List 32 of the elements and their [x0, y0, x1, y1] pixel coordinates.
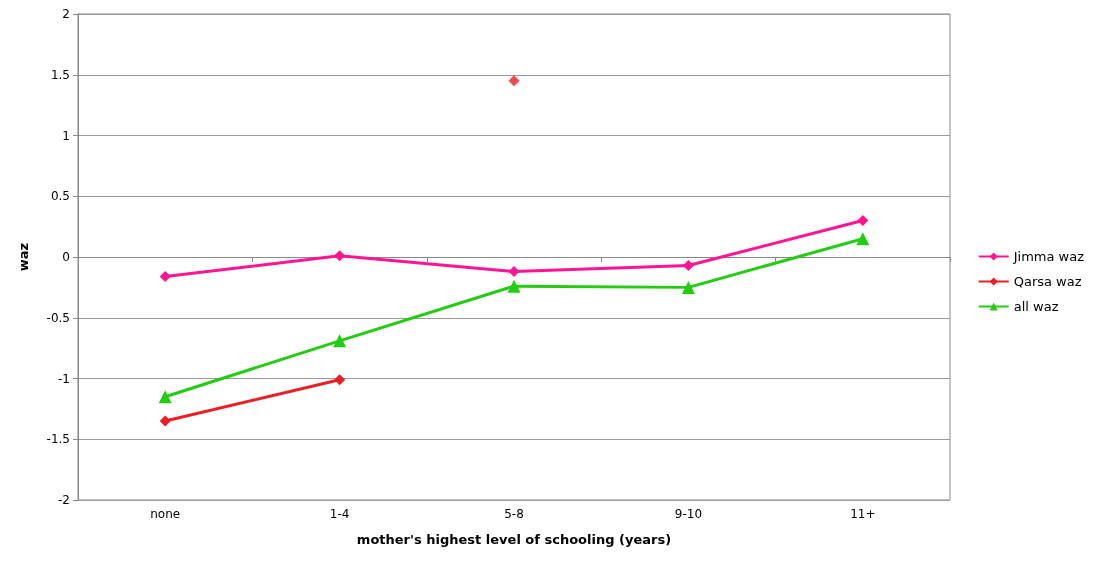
x-tick-label: none [150, 507, 181, 521]
point [856, 232, 870, 246]
point [159, 415, 171, 427]
point [507, 279, 521, 293]
point [681, 280, 695, 294]
x-tick-label: 5-8 [504, 507, 524, 521]
y-tick-label: -1.5 [46, 432, 70, 447]
point [334, 250, 346, 262]
y-tick-label: 2 [62, 7, 70, 21]
x-tick-label: 11+ [850, 507, 876, 521]
y-axis-title: waz [16, 242, 31, 272]
x-axis-title: mother's highest level of schooling (years) [356, 532, 672, 547]
y-tick-label: -2 [58, 493, 70, 507]
legend-label: all waz [1013, 299, 1059, 314]
point [508, 75, 520, 87]
point [159, 270, 171, 282]
point [333, 334, 347, 348]
point [857, 215, 869, 227]
y-tick-label: 1.5 [50, 67, 70, 82]
y-tick-label: 0 [62, 250, 70, 264]
x-tick-label: 9-10 [674, 507, 703, 521]
point [334, 374, 346, 386]
y-tick-label: 0.5 [50, 189, 70, 204]
y-tick-label: -0.5 [46, 310, 70, 325]
point [158, 390, 172, 404]
x-tick-label: 1-4 [329, 507, 350, 521]
y-tick-label: 1 [62, 128, 70, 143]
legend-label: Jimma waz [1012, 249, 1085, 264]
y-tick-label: -1 [58, 371, 70, 386]
point [682, 260, 694, 272]
point [508, 266, 520, 278]
legend-label: Qarsa waz [1013, 274, 1082, 289]
